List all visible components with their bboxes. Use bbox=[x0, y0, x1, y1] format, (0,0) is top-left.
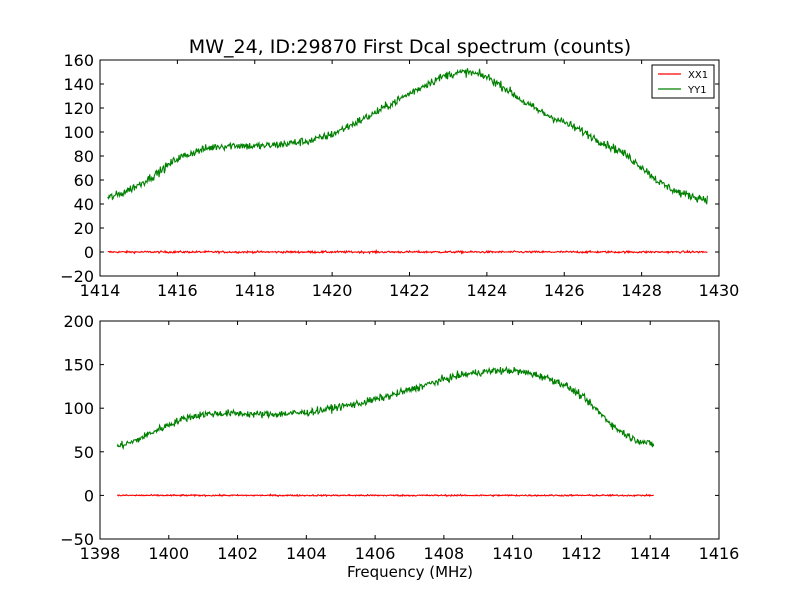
bottom-axes: 1398 1400 1402 1404 1406 1408 1410 1412 1414 1416… bbox=[60, 312, 739, 563]
x-tick-label: 1430 bbox=[699, 281, 740, 300]
x-tick-label: 1404 bbox=[286, 544, 327, 563]
x-tick-label: 1398 bbox=[80, 544, 121, 563]
legend: XX1 YY1 bbox=[651, 64, 715, 99]
x-tick-label: 1402 bbox=[217, 544, 258, 563]
chart-title: MW_24, ID:29870 First Dcal spectrum (cou… bbox=[189, 36, 631, 58]
x-tick-label: 1416 bbox=[699, 544, 740, 563]
y-tick-label: 140 bbox=[63, 75, 94, 94]
y-tick-label: 0 bbox=[84, 486, 94, 505]
legend-frame bbox=[651, 64, 715, 99]
x-tick-label: 1414 bbox=[80, 281, 121, 300]
x-tick-label: 1410 bbox=[492, 544, 533, 563]
x-tick-label: 1400 bbox=[148, 544, 189, 563]
x-tick-label: 1426 bbox=[544, 281, 585, 300]
x-tick-label: 1414 bbox=[630, 544, 671, 563]
y-tick-label: 0 bbox=[84, 243, 94, 262]
x-tick-label: 1422 bbox=[389, 281, 430, 300]
y-tick-label: 120 bbox=[63, 99, 94, 118]
x-tick-label: 1420 bbox=[312, 281, 353, 300]
series-line-yy1-top bbox=[107, 68, 708, 205]
y-tick-label: 100 bbox=[63, 123, 94, 142]
y-tick-label: 160 bbox=[63, 51, 94, 70]
y-tick-label: 150 bbox=[63, 356, 94, 375]
y-tick-label: 20 bbox=[74, 219, 94, 238]
x-tick-label: 1416 bbox=[157, 281, 198, 300]
y-tick-label: 80 bbox=[74, 147, 94, 166]
x-tick-label: 1408 bbox=[424, 544, 465, 563]
series-line-xx1-bottom bbox=[117, 493, 654, 498]
y-tick-label: 40 bbox=[74, 195, 94, 214]
series-line-yy1-bottom bbox=[116, 365, 655, 451]
x-axis-label: Frequency (MHz) bbox=[347, 563, 473, 581]
legend-label-xx1: XX1 bbox=[688, 70, 708, 81]
legend-label-yy1: YY1 bbox=[687, 85, 707, 96]
axes-frame bbox=[99, 320, 720, 540]
x-tick-label: 1418 bbox=[234, 281, 275, 300]
y-tick-label: 60 bbox=[74, 171, 94, 190]
y-tick-label: −50 bbox=[60, 530, 94, 549]
y-tick-label: 200 bbox=[63, 312, 94, 331]
y-tick-label: 100 bbox=[63, 399, 94, 418]
series-line-xx1-top bbox=[107, 248, 708, 255]
top-axes: 1414 1416 1418 1420 1422 1424 1426 1428 1430 −20 0… bbox=[60, 51, 739, 300]
x-tick-label: 1428 bbox=[621, 281, 662, 300]
x-tick-label: 1406 bbox=[355, 544, 396, 563]
y-tick-label: 50 bbox=[74, 443, 94, 462]
x-tick-label: 1424 bbox=[467, 281, 508, 300]
x-tick-label: 1412 bbox=[561, 544, 602, 563]
y-tick-label: −20 bbox=[60, 267, 94, 286]
